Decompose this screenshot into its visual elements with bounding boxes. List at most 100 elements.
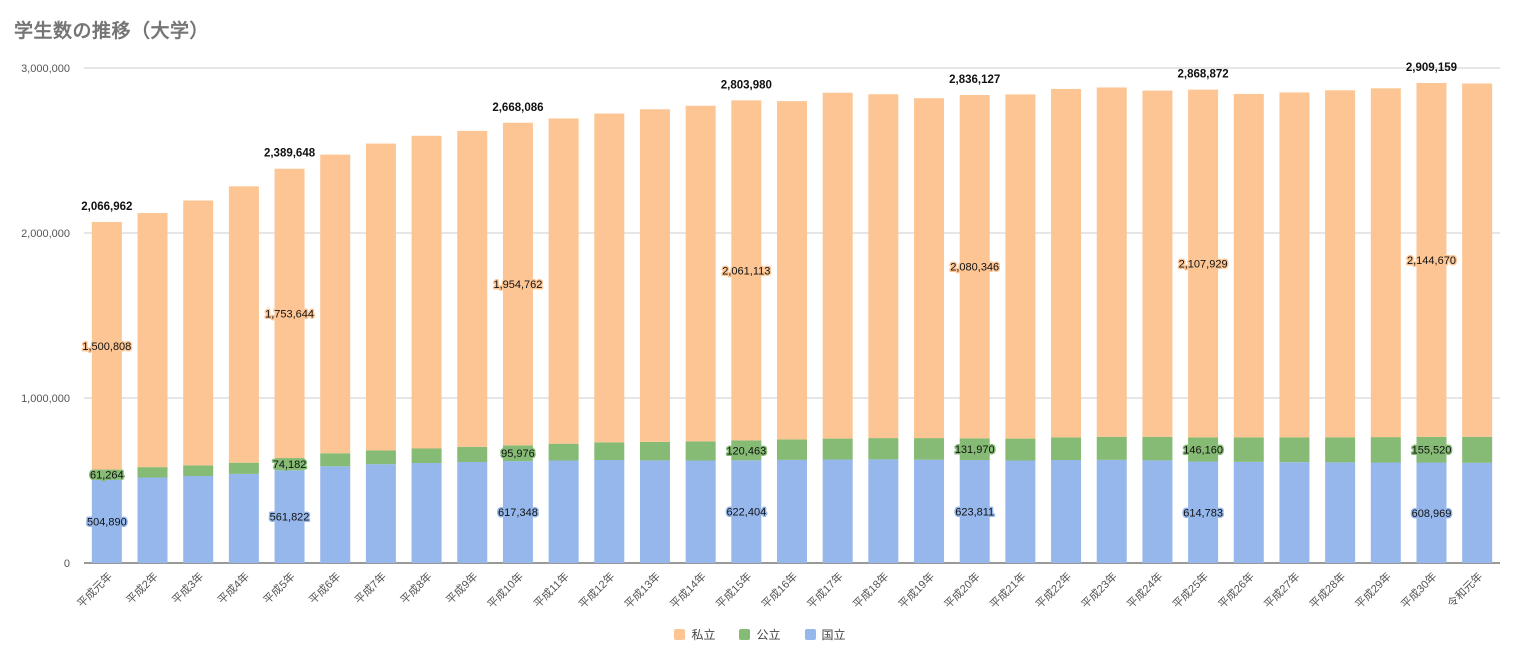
bar-segment-私立 [639,109,670,442]
bar-segment-公立 [1142,436,1173,461]
x-tick-label: 平成15年 [713,569,755,611]
bar-segment-私立 [1370,88,1401,438]
data-label-国立: 608,969 [1412,508,1452,520]
bar-segment-国立 [1005,460,1036,563]
bar-segment-私立 [1233,93,1264,438]
bar-segment-公立 [1005,438,1036,461]
x-tick-label: 平成5年 [260,569,298,607]
x-tick-label: 平成22年 [1032,569,1074,611]
bar-segment-国立 [411,463,442,563]
x-tick-label: 平成30年 [1398,569,1440,611]
bar-segment-公立 [1279,437,1310,463]
bar-segment-私立 [1462,83,1493,437]
data-label-公立: 95,976 [501,448,535,460]
bar-segment-国立 [1188,461,1219,563]
bar-segment-国立 [1279,462,1310,563]
bar-segment-私立 [959,95,990,439]
stacked-bar-chart: 0 1,000,000 2,000,000 3,000,000 平成元年 504,890 6… [21,62,1500,611]
legend-item-national: 国立 [804,626,846,643]
bar-segment-国立 [1325,462,1356,563]
bar-segment-公立 [594,442,625,461]
bar-segment-国立 [183,476,214,563]
data-label-total: 2,803,980 [721,79,772,91]
data-label-total: 2,668,086 [492,102,543,114]
bar-segment-私立 [502,122,533,446]
data-label-公立: 131,970 [955,444,995,456]
bar-segment-私立 [868,94,899,439]
bar-segment-私立 [685,105,716,442]
bar-segment-国立 [822,459,853,563]
bar-segment-国立 [502,461,533,563]
x-tick-label: 平成8年 [397,569,435,607]
legend-label-public: 公立 [756,628,781,642]
bar-segment-国立 [777,459,807,563]
bar-segment-公立 [1096,436,1127,460]
data-label-私立: 1,954,762 [493,279,542,291]
x-tick-label: 平成6年 [306,569,344,607]
bar-segment-公立 [868,438,899,460]
bar-segment-国立 [137,477,168,563]
bar-segment-公立 [365,450,396,465]
bar-segment-公立 [91,469,122,480]
bar-segment-国立 [365,464,396,563]
bar-segment-公立 [1188,437,1219,462]
legend-item-public: 公立 [739,626,781,643]
bar-segment-国立 [457,462,488,563]
x-tick-label: 平成12年 [576,569,618,611]
legend-label-private: 私立 [691,628,716,642]
bar-segment-公立 [685,441,716,461]
y-tick-label: 2,000,000 [21,228,70,240]
data-label-国立: 622,404 [726,507,766,519]
data-label-公立: 155,520 [1412,445,1452,457]
x-tick-label: 平成元年 [74,569,115,610]
bar-segment-公立 [274,458,305,471]
x-tick-label: 平成13年 [621,569,663,611]
bar-segment-国立 [1370,462,1401,563]
x-tick-label: 平成16年 [758,569,800,611]
bar-segment-国立 [868,459,899,563]
x-tick-label: 平成7年 [351,569,389,607]
bar-segment-公立 [1416,436,1447,463]
bar-segment-公立 [822,438,853,460]
x-tick-label: 平成3年 [169,569,207,607]
bar-segment-公立 [320,453,351,467]
data-label-私立: 2,107,929 [1179,259,1228,271]
bar-segment-私立 [1279,92,1310,438]
bar-segment-公立 [411,448,442,464]
bar-segment-私立 [1005,94,1036,439]
bar-segment-国立 [1096,459,1127,563]
x-tick-label: 平成28年 [1306,569,1348,611]
x-tick-label: 平成24年 [1124,569,1166,611]
data-label-私立: 2,144,670 [1407,255,1456,267]
data-label-total: 2,389,648 [264,148,316,160]
legend-item-private: 私立 [674,626,715,643]
y-tick-label: 3,000,000 [21,63,70,75]
chart-title: 学生数の推移（大学） [14,20,210,42]
x-tick-label: 平成9年 [443,569,481,607]
data-label-私立: 2,080,346 [950,262,999,274]
bar-segment-公立 [457,446,488,463]
x-tick-label: 平成29年 [1352,569,1394,611]
bar-segment-私立 [137,213,168,468]
bar-segment-私立 [228,186,259,463]
x-tick-label: 平成20年 [941,569,983,611]
bar-segment-公立 [1233,437,1264,462]
bar-segment-公立 [228,462,259,474]
data-label-公立: 120,463 [726,445,766,457]
legend-label-national: 国立 [821,628,846,642]
bar-segment-公立 [959,438,990,461]
data-label-私立: 2,061,113 [722,265,770,277]
y-tick-label: 0 [64,558,70,570]
bar-segment-国立 [1142,460,1173,563]
bar-segment-国立 [91,479,122,563]
data-label-国立: 617,348 [498,507,538,519]
x-tick-label: 平成4年 [214,569,252,607]
data-label-私立: 1,500,808 [82,341,131,353]
data-label-total: 2,066,962 [81,201,132,213]
x-tick-label: 平成27年 [1261,569,1303,611]
x-tick-label: 平成25年 [1169,569,1211,611]
bar-segment-国立 [228,473,259,563]
bar-segment-公立 [914,438,945,460]
bar-segment-私立 [1416,82,1447,437]
bar-segment-私立 [365,143,396,451]
